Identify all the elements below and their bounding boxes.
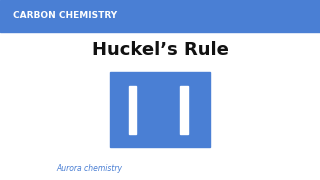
Bar xyxy=(110,72,210,147)
Text: Aurora chemistry: Aurora chemistry xyxy=(56,164,122,173)
Text: CARBON CHEMISTRY: CARBON CHEMISTRY xyxy=(13,11,117,20)
Bar xyxy=(0,0,320,31)
Bar xyxy=(129,86,136,134)
Bar xyxy=(180,86,188,134)
Text: Huckel’s Rule: Huckel’s Rule xyxy=(92,41,228,59)
